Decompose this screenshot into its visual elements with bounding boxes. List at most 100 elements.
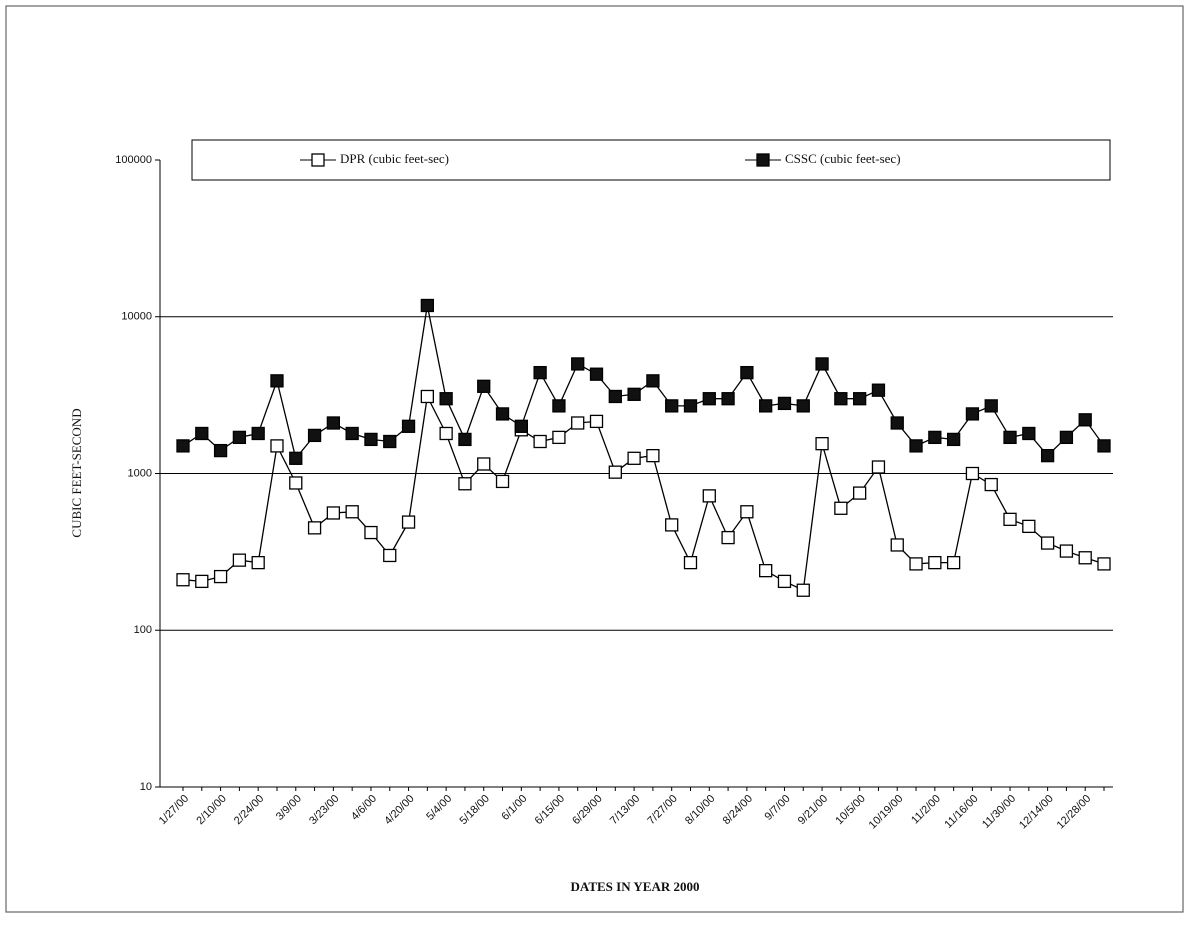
marker — [401, 419, 416, 433]
y-tick-label: 100000 — [115, 154, 152, 166]
legend-marker — [756, 153, 770, 167]
marker — [477, 457, 491, 471]
marker — [176, 439, 190, 453]
marker — [458, 432, 472, 447]
marker — [1003, 430, 1017, 445]
marker — [345, 426, 359, 441]
marker — [683, 399, 698, 413]
y-tick-label: 1000 — [128, 467, 152, 479]
marker — [683, 555, 698, 570]
marker — [890, 538, 904, 552]
marker — [552, 399, 566, 413]
x-axis-title: DATES IN YEAR 2000 — [571, 879, 700, 894]
y-tick-label: 100 — [134, 624, 152, 636]
marker — [834, 392, 848, 406]
legend-label: DPR (cubic feet-sec) — [340, 151, 449, 166]
marker — [740, 365, 754, 380]
marker — [251, 555, 265, 570]
marker — [270, 374, 284, 388]
marker — [777, 396, 792, 411]
marker — [289, 451, 303, 465]
y-axis-title: CUBIC FEET-SECOND — [69, 408, 84, 537]
marker — [533, 365, 547, 380]
marker — [383, 434, 397, 449]
legend-label: CSSC (cubic feet-sec) — [785, 151, 901, 166]
marker — [1097, 557, 1111, 571]
marker — [251, 426, 265, 441]
marker — [627, 451, 641, 465]
marker — [834, 501, 848, 515]
marker — [871, 460, 886, 474]
marker — [307, 428, 322, 443]
marker — [1003, 512, 1017, 526]
marker — [1022, 519, 1036, 534]
marker — [439, 392, 453, 406]
marker — [984, 477, 998, 492]
marker — [420, 389, 434, 404]
marker — [665, 399, 679, 413]
marker — [589, 414, 604, 429]
marker — [721, 392, 735, 406]
marker — [195, 574, 209, 589]
marker — [326, 506, 341, 520]
marker — [571, 357, 585, 371]
marker — [383, 548, 397, 563]
marker — [270, 439, 284, 453]
marker — [1059, 544, 1074, 558]
marker — [608, 389, 622, 404]
marker — [871, 383, 886, 397]
marker — [721, 530, 735, 545]
marker — [665, 518, 679, 532]
marker — [608, 465, 622, 479]
marker — [1078, 551, 1092, 565]
marker — [364, 525, 378, 540]
marker — [232, 553, 247, 567]
marker — [495, 407, 510, 421]
marker — [1022, 426, 1036, 441]
marker — [589, 367, 604, 381]
marker — [946, 555, 961, 570]
marker — [439, 426, 453, 441]
marker — [364, 432, 378, 447]
marker — [740, 505, 754, 519]
marker — [965, 407, 980, 421]
marker — [965, 466, 980, 481]
marker — [946, 432, 961, 447]
marker — [1059, 430, 1074, 445]
marker — [514, 419, 528, 433]
marker — [702, 392, 716, 406]
marker — [571, 416, 585, 430]
marker — [420, 298, 434, 313]
marker — [777, 574, 792, 589]
marker — [1040, 448, 1055, 463]
marker — [853, 486, 867, 500]
marker — [289, 476, 303, 490]
marker — [909, 439, 923, 453]
marker — [1078, 413, 1092, 427]
marker — [815, 357, 829, 371]
marker — [646, 448, 660, 463]
marker — [627, 387, 641, 401]
y-tick-label: 10000 — [121, 311, 152, 323]
legend-marker — [311, 153, 325, 167]
marker — [928, 555, 942, 570]
marker — [796, 399, 810, 413]
marker — [646, 374, 660, 388]
marker — [195, 426, 209, 441]
marker — [213, 443, 228, 458]
marker — [890, 416, 904, 430]
marker — [213, 569, 228, 584]
marker — [552, 430, 566, 445]
marker — [232, 430, 247, 445]
marker — [401, 515, 416, 529]
marker — [495, 474, 510, 489]
marker — [759, 564, 773, 578]
marker — [533, 434, 547, 449]
marker — [326, 416, 341, 430]
marker — [307, 521, 322, 535]
marker — [909, 557, 923, 571]
marker — [815, 437, 829, 451]
marker — [1097, 439, 1111, 453]
legend-box — [191, 139, 1111, 181]
marker — [345, 505, 359, 519]
